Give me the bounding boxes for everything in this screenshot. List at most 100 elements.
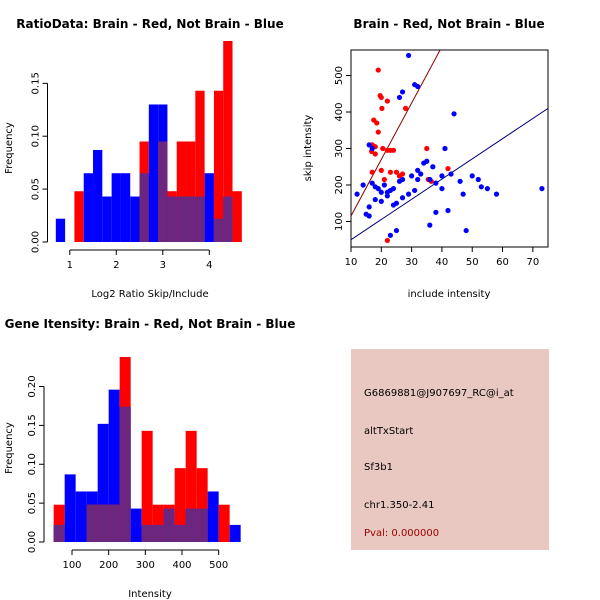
gene-intensity-panel: Gene Itensity: Brain - Red, Not Brain - … [4, 317, 295, 600]
y-tick-label: 200 [334, 175, 345, 194]
hist-bar-overlap [186, 196, 196, 242]
x-tick-label: 100 [62, 560, 81, 571]
hist-bar-overlap [174, 524, 186, 542]
not-brain-point [475, 176, 481, 183]
brain-point [445, 165, 451, 172]
x-tick-label: 40 [436, 257, 449, 268]
hist-bar-overlap [213, 218, 224, 242]
hist-bar-overlap [119, 406, 131, 542]
not-brain-point [384, 189, 390, 195]
hist-bar-not-brain [97, 423, 109, 542]
location-text: chr1.350-2.41 [364, 500, 434, 511]
hist-bar-not-brain [75, 491, 87, 542]
y-tick-label: 0.15 [27, 414, 38, 436]
not-brain-point [415, 83, 421, 90]
event-type-text: altTxStart [364, 426, 413, 437]
not-brain-point [409, 173, 415, 179]
hist-bar-overlap [195, 196, 205, 242]
hist-bar-brain [185, 430, 197, 542]
not-brain-point [381, 182, 387, 188]
y-tick-label: 0.05 [31, 178, 42, 200]
probe-id-text: G6869881@J907697_RC@i_at [364, 388, 514, 399]
not-brain-point [369, 180, 375, 186]
x-tick-label: 200 [99, 560, 118, 571]
y-tick-label: 300 [334, 139, 345, 158]
y-tick-label: 0.20 [27, 375, 38, 397]
hist-bar-overlap [185, 508, 197, 542]
info-panel-background [351, 349, 549, 550]
not-brain-point [375, 186, 381, 192]
brain-point [378, 167, 384, 173]
not-brain-point [415, 167, 421, 173]
hist-bar-brain [141, 430, 153, 542]
hist-bar-brain [152, 504, 164, 542]
not-brain-point [399, 89, 406, 95]
hist-bar-brain [74, 191, 84, 242]
y-tick-label: 400 [334, 102, 345, 121]
hist-bar-not-brain [148, 104, 159, 242]
not-brain-point [354, 191, 360, 197]
y-tick-label: 0.00 [31, 231, 42, 253]
not-brain-point [469, 173, 475, 179]
brain-point [424, 145, 430, 152]
x-tick-label: 300 [136, 560, 155, 571]
not-brain-point [378, 189, 384, 195]
x-tick-label: 500 [209, 560, 228, 571]
not-brain-point [427, 222, 433, 228]
not-brain-point [363, 211, 369, 217]
hist-bar-brain [223, 41, 233, 242]
hist-bar-overlap [176, 196, 187, 242]
x-tick-label: 50 [466, 257, 479, 268]
hist-bar-overlap [163, 508, 175, 542]
brain-point [372, 151, 378, 157]
gene-intensity-ylabel: Frequency [4, 422, 15, 474]
pval-text: Pval: 0.000000 [364, 528, 439, 539]
scatter-title: Brain - Red, Not Brain - Blue [353, 17, 544, 31]
info-panel: G6869881@J907697_RC@i_at altTxStart Sf3b… [351, 349, 549, 550]
brain-point [393, 169, 400, 175]
scatter-panel: Brain - Red, Not Brain - Blue 10 20 30 40 50… [303, 17, 549, 300]
x-tick-label: 10 [345, 257, 358, 268]
hist-bar-overlap [53, 524, 65, 542]
gene-intensity-title: Gene Itensity: Brain - Red, Not Brain - … [5, 317, 296, 331]
not-brain-point [369, 145, 375, 152]
not-brain-point [493, 191, 500, 197]
hist-bar-overlap [152, 524, 164, 542]
not-brain-point [424, 158, 430, 164]
not-brain-point [393, 227, 400, 234]
not-brain-point [439, 186, 445, 192]
ratio-histogram-bars [55, 41, 242, 242]
ratio-histogram-title: RatioData: Brain - Red, Not Brain - Blue [16, 17, 283, 31]
hist-bar-brain [174, 468, 186, 542]
not-brain-point [405, 191, 412, 197]
ratio-histogram-xlabel: Log2 Ratio Skip/Include [91, 289, 208, 300]
gene-intensity-xlabel: Intensity [128, 589, 172, 600]
brain-point [381, 176, 387, 183]
hist-bar-not-brain [108, 389, 120, 542]
x-tick-label: 2 [113, 260, 119, 271]
hist-bar-overlap [97, 504, 109, 542]
not-brain-point [384, 193, 390, 199]
hist-bar-not-brain [229, 524, 241, 542]
hist-bar-brain [218, 504, 230, 542]
gene-name-text: Sf3b1 [364, 462, 393, 473]
hist-bar-not-brain [120, 173, 131, 242]
not-brain-point [478, 184, 484, 190]
not-brain-point [415, 176, 421, 183]
y-tick-label: 0.15 [31, 72, 42, 94]
not-brain-point [451, 111, 457, 117]
x-tick-label: 60 [496, 257, 509, 268]
gene-intensity-axes: 100 200 300 400 500 0.00 0.05 0.10 0.15 0.20 [27, 375, 228, 571]
not-brain-point [390, 186, 397, 192]
not-brain-point [457, 178, 463, 184]
y-tick-label: 0.00 [27, 531, 38, 553]
not-brain-point [430, 164, 436, 170]
scatter-ylabel: skip intensity [303, 115, 314, 182]
hist-bar-not-brain [130, 196, 140, 242]
x-tick-label: 3 [160, 260, 166, 271]
not-brain-point [427, 176, 433, 183]
not-brain-point [448, 171, 454, 177]
not-brain-point [463, 227, 469, 234]
hist-bar-overlap [139, 173, 149, 242]
brain-point [402, 105, 409, 111]
